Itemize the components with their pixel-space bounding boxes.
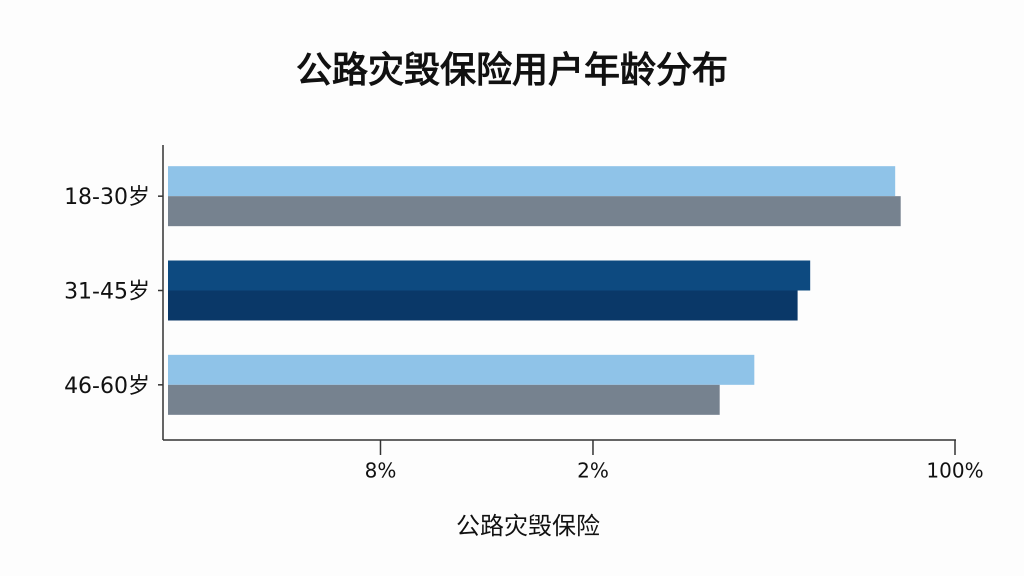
x-tick-label: 2%	[577, 459, 609, 483]
x-tick-label: 8%	[365, 459, 397, 483]
y-tick-label: 31-45岁	[64, 280, 150, 305]
y-tick-label: 18-30岁	[64, 185, 150, 210]
bar	[168, 354, 755, 385]
bar	[168, 196, 901, 227]
y-tick-label: 46-60岁	[64, 374, 150, 399]
bar	[168, 166, 896, 197]
bar	[168, 290, 798, 321]
bar	[168, 260, 811, 291]
x-axis-label: 公路灾毁保险	[456, 512, 600, 540]
chart-title: 公路灾毁保险用户年龄分布	[296, 50, 728, 91]
bar	[168, 384, 720, 415]
x-tick-label: 100%	[926, 459, 983, 483]
